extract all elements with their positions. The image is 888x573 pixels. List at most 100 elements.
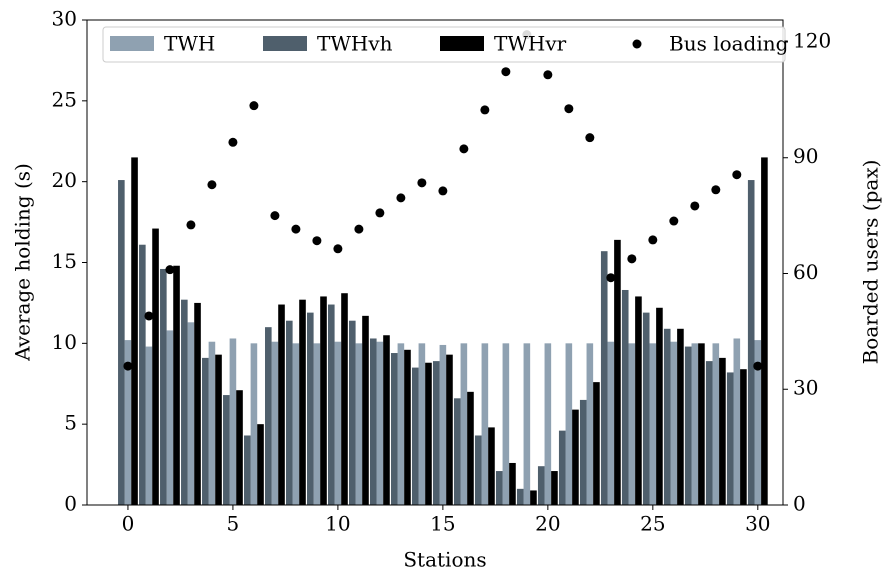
bar bbox=[202, 357, 209, 505]
point bbox=[690, 201, 700, 211]
bar bbox=[181, 299, 188, 505]
bar bbox=[684, 346, 692, 505]
bar bbox=[551, 471, 558, 505]
point bbox=[711, 185, 721, 195]
y2-tick-label: 90 bbox=[793, 144, 818, 168]
bar bbox=[278, 304, 285, 505]
y2-tick-label: 120 bbox=[793, 28, 831, 52]
legend-marker bbox=[632, 39, 642, 49]
point bbox=[186, 220, 196, 230]
bar bbox=[481, 343, 489, 505]
bar bbox=[404, 349, 411, 505]
y2-tick-label: 30 bbox=[793, 376, 818, 400]
y2-axis-label: Boarded users (pax) bbox=[859, 160, 883, 365]
point bbox=[396, 193, 406, 203]
bar bbox=[670, 341, 678, 505]
y-tick-label: 5 bbox=[64, 411, 77, 435]
bar bbox=[362, 315, 369, 505]
bar bbox=[614, 239, 621, 505]
bar bbox=[271, 341, 279, 505]
bar bbox=[194, 302, 201, 505]
y-tick-label: 10 bbox=[52, 330, 77, 354]
bar bbox=[474, 435, 482, 505]
point bbox=[228, 137, 238, 147]
y-tick-label: 0 bbox=[64, 492, 77, 516]
bar bbox=[600, 251, 608, 505]
bar bbox=[642, 312, 650, 505]
bar bbox=[307, 312, 314, 505]
bar bbox=[173, 265, 180, 505]
bar bbox=[460, 343, 468, 505]
point bbox=[249, 101, 259, 111]
bar bbox=[334, 341, 342, 505]
x-tick-label: 30 bbox=[745, 512, 770, 536]
point bbox=[312, 236, 322, 246]
bar bbox=[565, 343, 573, 505]
legend-label: TWHvr bbox=[494, 32, 567, 56]
bar bbox=[292, 343, 300, 505]
x-tick-label: 15 bbox=[430, 512, 455, 536]
x-tick-label: 20 bbox=[535, 512, 560, 536]
bar bbox=[558, 430, 566, 505]
bar bbox=[145, 346, 153, 505]
bar bbox=[733, 338, 741, 505]
point bbox=[480, 105, 490, 115]
bar bbox=[439, 344, 447, 505]
bar bbox=[586, 343, 594, 505]
point bbox=[438, 186, 448, 196]
bar bbox=[411, 367, 419, 505]
bar bbox=[621, 289, 629, 505]
bar bbox=[754, 340, 762, 505]
legend-label: TWH bbox=[164, 32, 215, 56]
bar bbox=[118, 180, 125, 506]
bar bbox=[355, 343, 363, 505]
bar bbox=[208, 341, 216, 505]
bar bbox=[537, 466, 545, 505]
bar bbox=[244, 435, 251, 505]
point bbox=[564, 104, 574, 114]
x-tick-label: 25 bbox=[640, 512, 665, 536]
bar bbox=[327, 304, 335, 505]
bar bbox=[313, 343, 321, 505]
point bbox=[627, 254, 637, 264]
bar bbox=[236, 390, 243, 505]
bar bbox=[265, 327, 272, 505]
bar bbox=[712, 343, 720, 505]
bar bbox=[166, 330, 174, 505]
bar bbox=[418, 343, 426, 505]
bar bbox=[299, 299, 306, 505]
bar bbox=[761, 157, 768, 505]
bar bbox=[369, 338, 377, 505]
bar bbox=[726, 372, 734, 505]
bar bbox=[516, 488, 524, 505]
y-tick-label: 20 bbox=[52, 168, 77, 192]
bar bbox=[467, 391, 474, 505]
bar bbox=[649, 343, 657, 505]
bar bbox=[495, 471, 503, 505]
x-tick-label: 0 bbox=[122, 512, 135, 536]
legend-label: Bus loading bbox=[669, 32, 789, 56]
bar bbox=[397, 343, 405, 505]
x-tick-label: 5 bbox=[227, 512, 240, 536]
bar bbox=[229, 338, 237, 505]
y-tick-label: 15 bbox=[52, 249, 77, 273]
point bbox=[165, 265, 175, 275]
legend-swatch bbox=[263, 36, 307, 51]
bar bbox=[446, 354, 453, 505]
bar bbox=[691, 343, 699, 505]
bar bbox=[719, 357, 726, 505]
bar bbox=[453, 398, 461, 505]
y2-tick-label: 0 bbox=[793, 492, 806, 516]
point bbox=[501, 67, 511, 77]
point bbox=[375, 208, 385, 218]
x-tick-label: 10 bbox=[325, 512, 350, 536]
bar bbox=[628, 343, 636, 505]
y-tick-label: 25 bbox=[52, 87, 77, 111]
bar bbox=[341, 293, 348, 505]
point bbox=[291, 224, 301, 234]
bar bbox=[635, 296, 642, 505]
bar bbox=[286, 320, 293, 505]
point bbox=[648, 235, 658, 245]
legend: TWH TWHvh TWHvr Bus loading bbox=[102, 26, 789, 63]
bar bbox=[593, 382, 600, 505]
